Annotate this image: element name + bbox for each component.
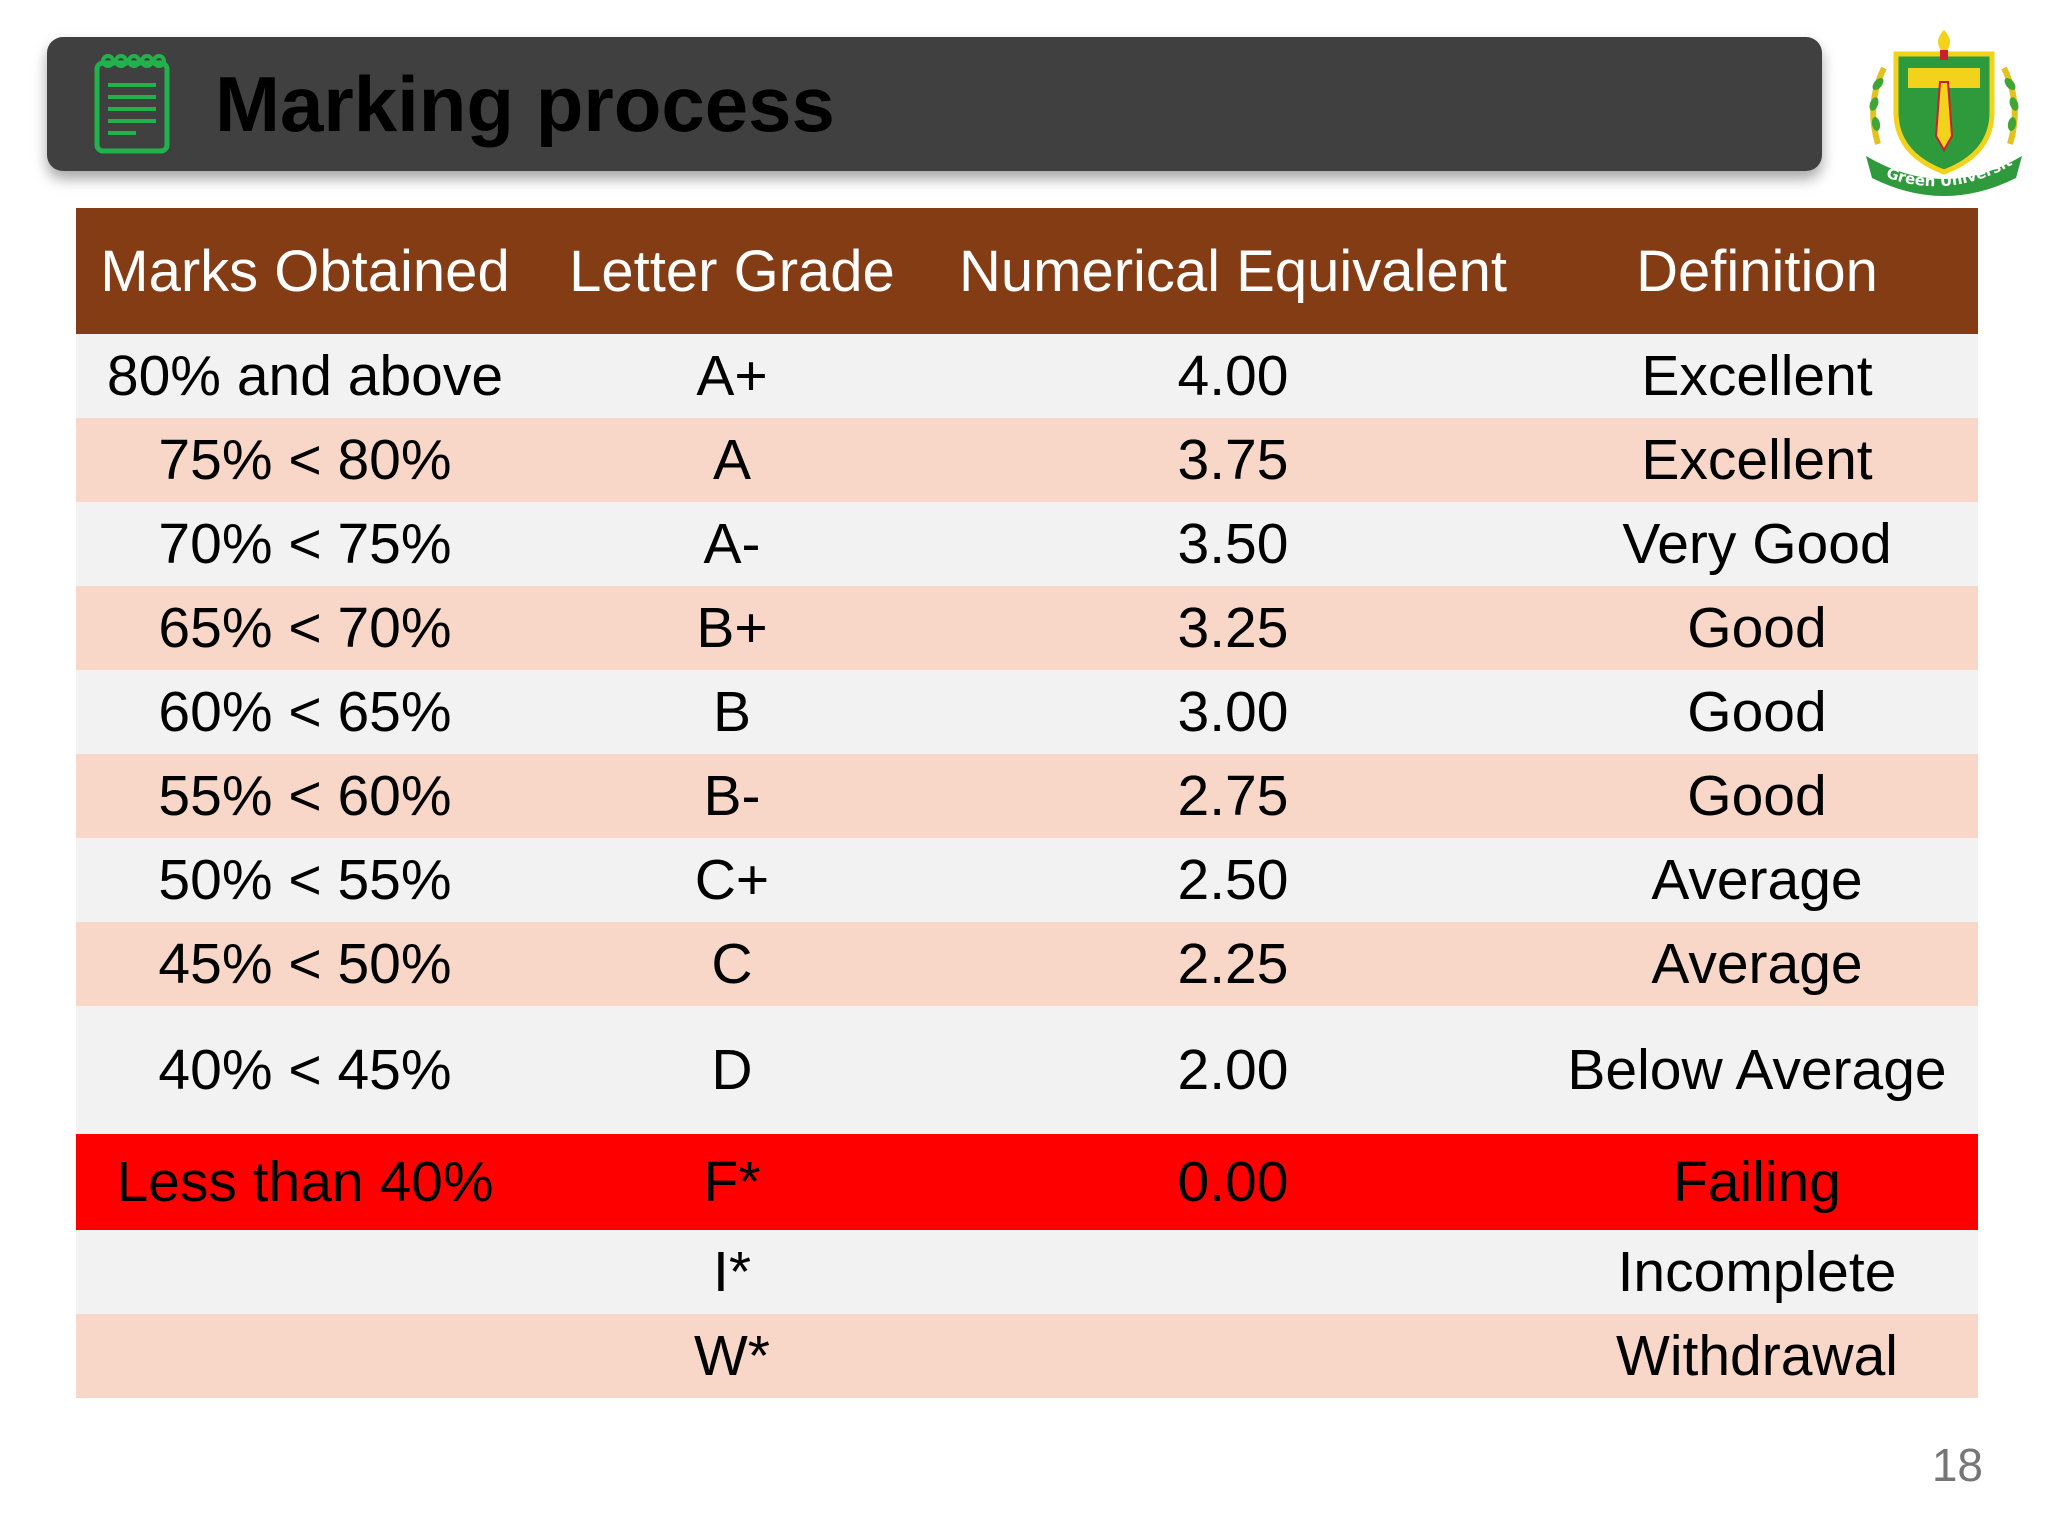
- points-cell: 2.50: [930, 838, 1536, 922]
- points-cell: 0.00: [930, 1134, 1536, 1230]
- table-row: 45% < 50% C 2.25 Average: [76, 922, 1978, 1006]
- marks-cell: [76, 1230, 534, 1314]
- table-row: 70% < 75% A- 3.50 Very Good: [76, 502, 1978, 586]
- definition-cell: Excellent: [1536, 418, 1978, 502]
- marks-cell: [76, 1314, 534, 1398]
- definition-cell: Good: [1536, 754, 1978, 838]
- table-row-failing: Less than 40% F* 0.00 Failing: [76, 1134, 1978, 1230]
- grade-cell: B: [534, 670, 930, 754]
- definition-cell: Failing: [1536, 1134, 1978, 1230]
- grade-cell: B-: [534, 754, 930, 838]
- page-title: Marking process: [215, 60, 835, 148]
- definition-cell: Average: [1536, 838, 1978, 922]
- grade-cell: I*: [534, 1230, 930, 1314]
- column-header-marks: Marks Obtained: [76, 208, 534, 334]
- table-header-row: Marks Obtained Letter Grade Numerical Eq…: [76, 208, 1978, 334]
- grade-cell: C+: [534, 838, 930, 922]
- definition-cell: Excellent: [1536, 334, 1978, 418]
- points-cell: 3.00: [930, 670, 1536, 754]
- table-row: 55% < 60% B- 2.75 Good: [76, 754, 1978, 838]
- table-row: 40% < 45% D 2.00 Below Average: [76, 1006, 1978, 1134]
- definition-cell: Good: [1536, 586, 1978, 670]
- definition-cell: Good: [1536, 670, 1978, 754]
- grade-cell: A-: [534, 502, 930, 586]
- grade-cell: W*: [534, 1314, 930, 1398]
- notepad-icon: [94, 54, 170, 154]
- definition-cell: Very Good: [1536, 502, 1978, 586]
- grade-cell: A: [534, 418, 930, 502]
- points-cell: 2.25: [930, 922, 1536, 1006]
- green-university-logo: Green University: [1856, 24, 2022, 196]
- grade-cell: A+: [534, 334, 930, 418]
- marks-cell: Less than 40%: [76, 1134, 534, 1230]
- table-row: 80% and above A+ 4.00 Excellent: [76, 334, 1978, 418]
- points-cell: 3.50: [930, 502, 1536, 586]
- marks-cell: 50% < 55%: [76, 838, 534, 922]
- points-cell: 4.00: [930, 334, 1536, 418]
- table-row: W* Withdrawal: [76, 1314, 1978, 1398]
- points-cell: 3.25: [930, 586, 1536, 670]
- points-cell: [930, 1230, 1536, 1314]
- definition-cell: Withdrawal: [1536, 1314, 1978, 1398]
- grade-cell: F*: [534, 1134, 930, 1230]
- definition-cell: Average: [1536, 922, 1978, 1006]
- table-row: I* Incomplete: [76, 1230, 1978, 1314]
- table-row: 50% < 55% C+ 2.50 Average: [76, 838, 1978, 922]
- definition-cell: Incomplete: [1536, 1230, 1978, 1314]
- grade-cell: B+: [534, 586, 930, 670]
- table-row: 75% < 80% A 3.75 Excellent: [76, 418, 1978, 502]
- table-row: 60% < 65% B 3.00 Good: [76, 670, 1978, 754]
- column-header-grade: Letter Grade: [534, 208, 930, 334]
- grade-cell: D: [534, 1006, 930, 1134]
- marks-cell: 75% < 80%: [76, 418, 534, 502]
- page-number: 18: [1931, 1439, 1983, 1491]
- points-cell: [930, 1314, 1536, 1398]
- column-header-points: Numerical Equivalent: [930, 208, 1536, 334]
- marks-cell: 60% < 65%: [76, 670, 534, 754]
- points-cell: 2.00: [930, 1006, 1536, 1134]
- table-row: 65% < 70% B+ 3.25 Good: [76, 586, 1978, 670]
- points-cell: 3.75: [930, 418, 1536, 502]
- grade-cell: C: [534, 922, 930, 1006]
- marks-cell: 55% < 60%: [76, 754, 534, 838]
- marks-cell: 65% < 70%: [76, 586, 534, 670]
- marks-cell: 70% < 75%: [76, 502, 534, 586]
- title-bar: Marking process: [47, 37, 1822, 171]
- column-header-definition: Definition: [1536, 208, 1978, 334]
- marks-cell: 40% < 45%: [76, 1006, 534, 1134]
- points-cell: 2.75: [930, 754, 1536, 838]
- marks-cell: 45% < 50%: [76, 922, 534, 1006]
- marks-cell: 80% and above: [76, 334, 534, 418]
- grading-table: Marks Obtained Letter Grade Numerical Eq…: [76, 208, 1978, 1398]
- definition-cell: Below Average: [1536, 1006, 1978, 1134]
